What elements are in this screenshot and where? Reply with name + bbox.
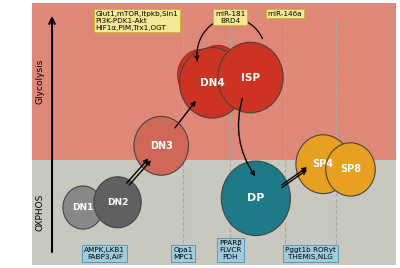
Ellipse shape xyxy=(134,116,188,175)
Text: DN2: DN2 xyxy=(107,198,128,207)
Text: DN3: DN3 xyxy=(150,141,173,151)
Ellipse shape xyxy=(236,47,280,95)
Text: Glycolysis: Glycolysis xyxy=(36,59,44,104)
Text: SP8: SP8 xyxy=(340,165,361,174)
Bar xyxy=(32,160,396,265)
Ellipse shape xyxy=(180,47,245,118)
Ellipse shape xyxy=(196,45,240,92)
Text: AMPK,LKB1
FABP3,AIF: AMPK,LKB1 FABP3,AIF xyxy=(84,247,125,260)
Ellipse shape xyxy=(94,177,141,228)
Ellipse shape xyxy=(63,186,103,229)
Text: miR-181
BRD4: miR-181 BRD4 xyxy=(215,10,246,24)
Text: DP: DP xyxy=(247,193,264,203)
Ellipse shape xyxy=(326,143,375,196)
Text: Pggt1b RORγt
THEMIS,NLG: Pggt1b RORγt THEMIS,NLG xyxy=(285,247,336,260)
Text: ISP: ISP xyxy=(241,73,260,83)
Text: DN1: DN1 xyxy=(72,203,94,212)
Text: PPARβ
FLVCR
PDH: PPARβ FLVCR PDH xyxy=(219,240,242,260)
Ellipse shape xyxy=(221,161,290,236)
Text: DN4: DN4 xyxy=(200,78,224,88)
Ellipse shape xyxy=(178,49,225,100)
Ellipse shape xyxy=(296,135,350,193)
Text: miR-146a: miR-146a xyxy=(268,10,302,17)
Ellipse shape xyxy=(218,42,283,113)
Text: Glut1,mTOR,Itpkb,Sin1
PI3K-PDK1-Akt
HIF1α,PIM,Trx1,OGT: Glut1,mTOR,Itpkb,Sin1 PI3K-PDK1-Akt HIF1… xyxy=(96,10,178,31)
Bar xyxy=(32,3,396,160)
Text: SP4: SP4 xyxy=(313,159,334,169)
Text: Opa1
MPC1: Opa1 MPC1 xyxy=(173,247,193,260)
Text: OXPHOS: OXPHOS xyxy=(36,194,44,232)
